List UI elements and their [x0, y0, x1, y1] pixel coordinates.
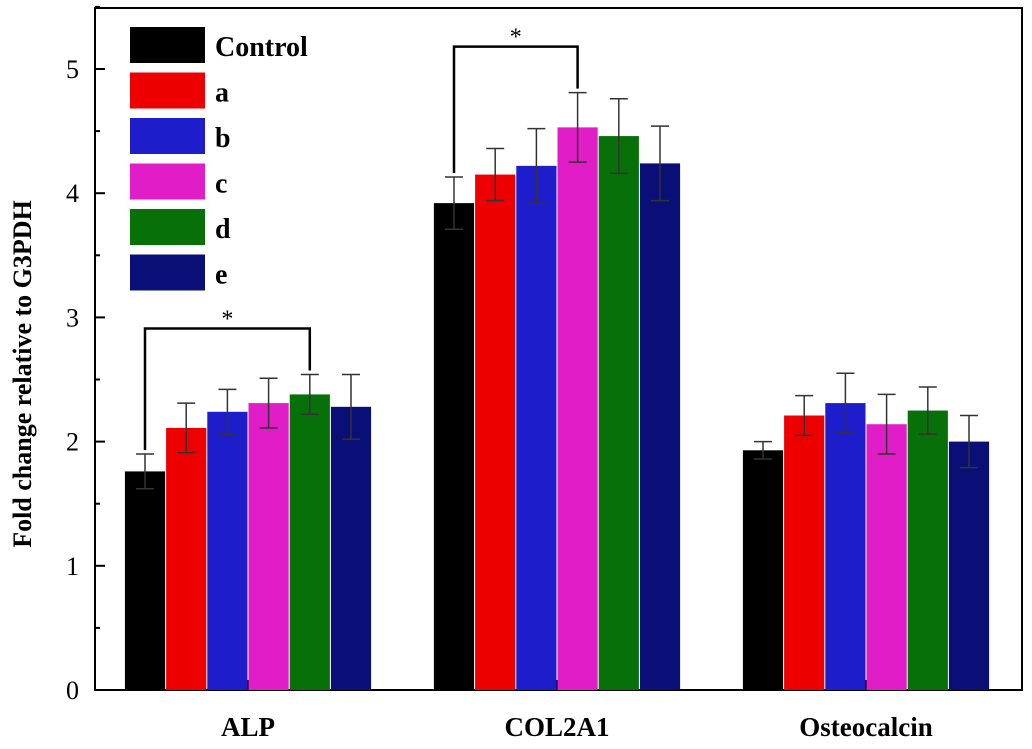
error-bar [918, 386, 937, 435]
bar [207, 411, 248, 690]
bar [598, 136, 639, 690]
legend-label: a [215, 78, 229, 109]
legend-label: d [215, 214, 231, 245]
bar [289, 394, 330, 690]
bar [475, 174, 516, 690]
error-bar [651, 125, 669, 202]
legend-item: Control [130, 27, 308, 63]
significance-star: * [221, 307, 233, 333]
bar [516, 165, 557, 691]
error-bar [259, 377, 278, 429]
error-bar [342, 373, 360, 440]
legend-swatch [130, 72, 205, 109]
significance-bracket [452, 45, 579, 174]
bar [557, 127, 598, 690]
bar [825, 403, 866, 690]
y-tick-label: 4 [66, 179, 79, 208]
y-tick-label: 2 [66, 428, 79, 457]
bar [330, 406, 372, 690]
legend-swatch [130, 254, 205, 291]
legend-label: Control [215, 32, 308, 63]
y-axis-label: Fold change relative to G3PDH [8, 200, 37, 548]
y-tick-label: 0 [66, 676, 79, 705]
legend-label: c [215, 169, 227, 200]
y-tick-label: 3 [66, 303, 79, 332]
legend-item: a [130, 72, 229, 109]
error-bar [136, 453, 154, 490]
y-tick-label: 5 [66, 55, 79, 84]
error-bar [445, 176, 463, 230]
x-tick-label: ALP [221, 712, 275, 742]
legend-label: b [215, 123, 231, 154]
y-tick-label: 1 [66, 552, 79, 581]
x-tick-label: Osteocalcin [799, 712, 932, 742]
legend-item: c [130, 163, 227, 200]
bar [433, 203, 475, 691]
error-bar [218, 388, 237, 435]
bar [124, 471, 166, 690]
bar [166, 427, 207, 690]
bar [784, 415, 825, 690]
bar [907, 410, 948, 690]
error-bar [609, 98, 628, 175]
legend-item: b [130, 118, 231, 154]
legend-item: d [130, 209, 231, 245]
bar [948, 441, 990, 690]
error-bar [960, 414, 978, 469]
legend-swatch [130, 209, 205, 245]
error-bar [836, 372, 855, 434]
significance-bracket [143, 327, 312, 451]
bar [866, 424, 907, 690]
error-bar [754, 440, 772, 460]
bars [124, 91, 990, 691]
error-bar [527, 127, 546, 204]
legend-swatch [130, 27, 205, 63]
legend-swatch [130, 118, 205, 154]
bar [248, 403, 289, 690]
bar [742, 450, 784, 690]
legend-swatch [130, 163, 205, 200]
legend-label: e [215, 260, 227, 291]
error-bar [795, 394, 814, 437]
error-bar [300, 373, 319, 416]
error-bar [177, 402, 196, 454]
x-tick-label: COL2A1 [504, 712, 609, 742]
error-bar [568, 91, 587, 163]
legend-item: e [130, 254, 227, 291]
significance-brackets: ** [143, 25, 579, 451]
significance-star: * [510, 25, 522, 51]
error-bar [486, 147, 505, 202]
bar [639, 163, 681, 691]
error-bar [877, 393, 896, 455]
